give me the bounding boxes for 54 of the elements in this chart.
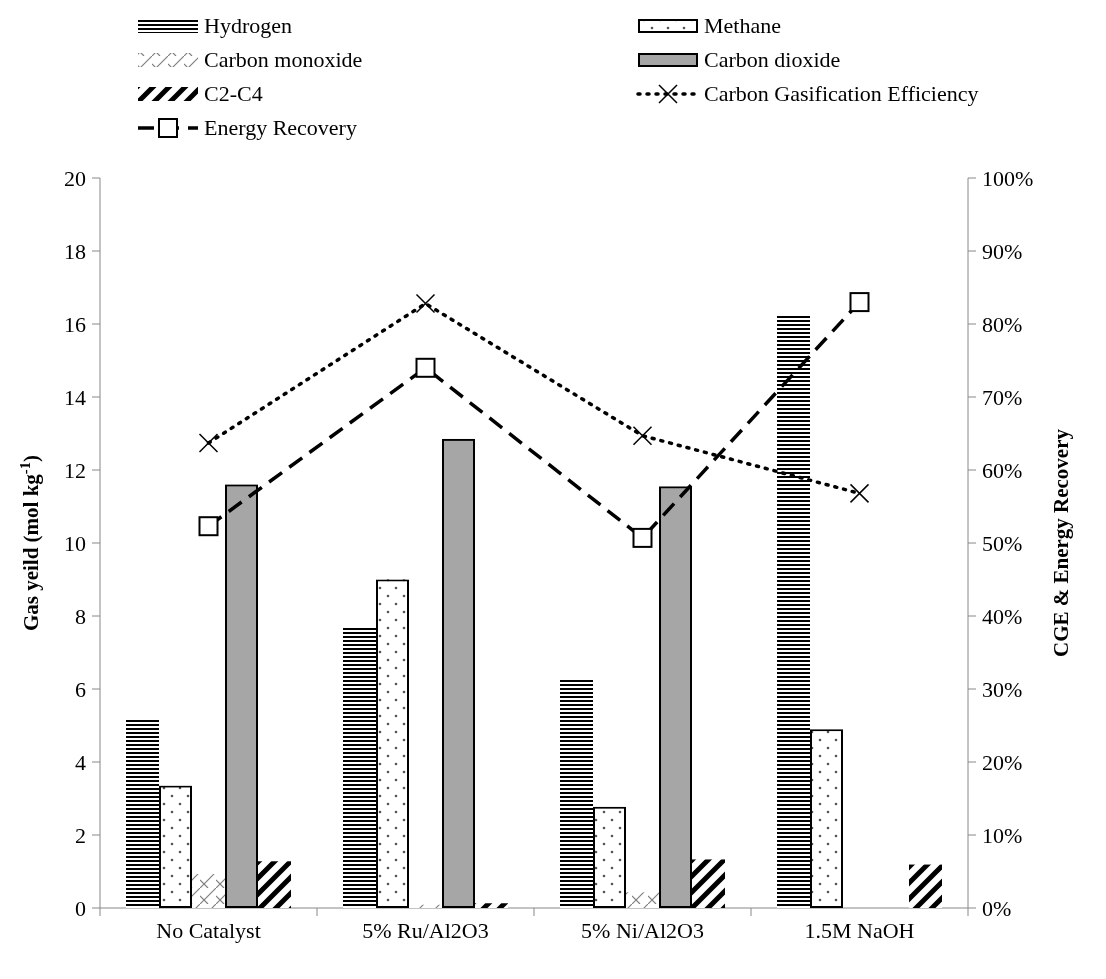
x-tick-label: No Catalyst: [156, 918, 261, 943]
legend-label: Methane: [704, 13, 781, 38]
y2-tick-label: 50%: [982, 530, 1023, 556]
point: [849, 292, 870, 313]
y-tick-label: 6: [75, 676, 86, 702]
legend-label: Energy Recovery: [204, 115, 357, 140]
y-tick-label: 4: [75, 749, 86, 775]
point: [849, 483, 870, 504]
y2-tick-label: 80%: [982, 311, 1023, 337]
y2-tick-label: 10%: [982, 822, 1023, 848]
y2-tick-label: 20%: [982, 749, 1023, 775]
y-tick-label: 8: [75, 603, 86, 629]
y2-tick-label: 0%: [982, 895, 1012, 921]
legend-label: Carbon dioxide: [704, 47, 841, 72]
y-tick-label: 12: [64, 457, 86, 483]
legend-label: C2-C4: [204, 81, 263, 106]
y-tick-label: 14: [64, 384, 86, 410]
x-tick-label: 5% Ni/Al2O3: [581, 918, 704, 943]
x-tick-label: 5% Ru/Al2O3: [362, 918, 489, 943]
bar: [442, 438, 475, 908]
bar: [192, 874, 225, 908]
y2-axis-title: CGE & Energy Recovery: [1049, 428, 1073, 658]
y2-tick-label: 60%: [982, 457, 1023, 483]
point: [198, 516, 219, 537]
bar: [258, 861, 291, 908]
y2-tick-label: 100%: [982, 165, 1034, 191]
point: [632, 425, 653, 446]
x-tick-label: 1.5M NaOH: [804, 918, 915, 943]
y-tick-label: 10: [64, 530, 86, 556]
bar: [777, 314, 810, 908]
y2-tick-label: 90%: [982, 238, 1023, 264]
bar: [692, 859, 725, 908]
bar: [225, 484, 258, 908]
y2-tick-label: 40%: [982, 603, 1023, 629]
y-tick-label: 16: [64, 311, 86, 337]
point: [632, 527, 653, 548]
point: [198, 433, 219, 453]
legend-label: Hydrogen: [204, 13, 292, 38]
y-tick-label: 20: [64, 165, 86, 191]
bar: [626, 892, 659, 908]
y2-tick-label: 30%: [982, 676, 1023, 702]
point: [415, 357, 436, 378]
bar: [409, 904, 442, 908]
point: [415, 293, 436, 314]
bar: [475, 903, 508, 908]
legend-label: Carbon monoxide: [204, 47, 363, 72]
y2-tick-label: 70%: [982, 384, 1023, 410]
y-tick-label: 2: [75, 822, 86, 848]
bar: [560, 679, 593, 908]
y-tick-label: 0: [75, 895, 86, 921]
bar: [659, 486, 692, 908]
y-tick-label: 18: [64, 238, 86, 264]
bar: [909, 864, 942, 908]
legend-label: Carbon Gasification Efficiency: [704, 81, 979, 106]
